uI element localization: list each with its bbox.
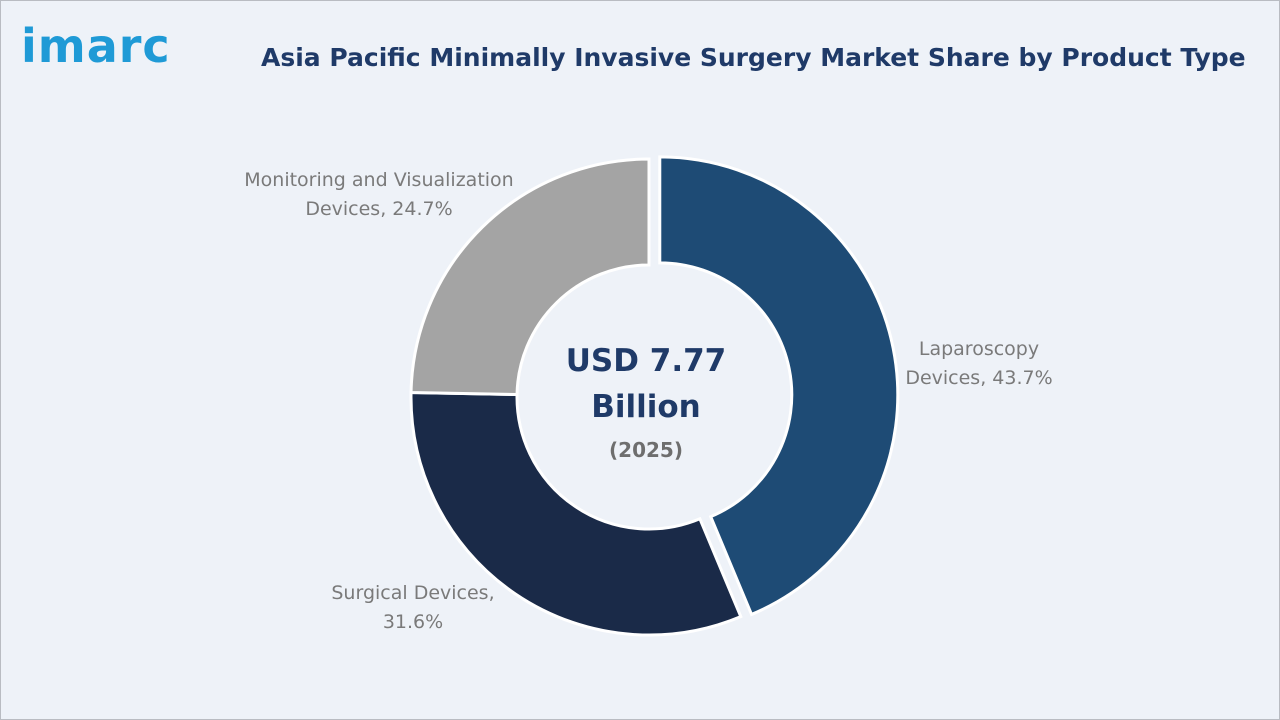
slice-monitoring	[409, 157, 651, 397]
slice-surgical	[409, 390, 743, 637]
donut-center: USD 7.77 Billion (2025)	[566, 343, 727, 462]
label-surgical: Surgical Devices, 31.6%	[331, 582, 494, 633]
center-value: USD 7.77	[566, 343, 727, 379]
donut-slices	[409, 155, 900, 637]
label-line: Surgical Devices,	[331, 582, 494, 604]
label-line: Monitoring and Visualization	[244, 169, 513, 191]
label-line: Devices, 24.7%	[305, 198, 452, 220]
logo-text: imarc	[21, 19, 171, 73]
label-monitoring: Monitoring and Visualization Devices, 24.…	[244, 169, 513, 220]
imarc-logo: imarc	[21, 19, 203, 83]
label-line: Devices, 43.7%	[905, 367, 1052, 389]
label-line: Laparoscopy	[919, 338, 1039, 360]
slice-laparoscopy	[658, 155, 900, 617]
center-unit: Billion	[591, 389, 701, 425]
slice-labels: Laparoscopy Devices, 43.7% Surgical Device…	[244, 169, 1052, 633]
label-laparoscopy: Laparoscopy Devices, 43.7%	[905, 338, 1052, 389]
chart-title: Asia Pacific Minimally Invasive Surgery …	[261, 43, 1246, 72]
center-year: (2025)	[609, 438, 683, 462]
label-line: 31.6%	[383, 611, 443, 633]
